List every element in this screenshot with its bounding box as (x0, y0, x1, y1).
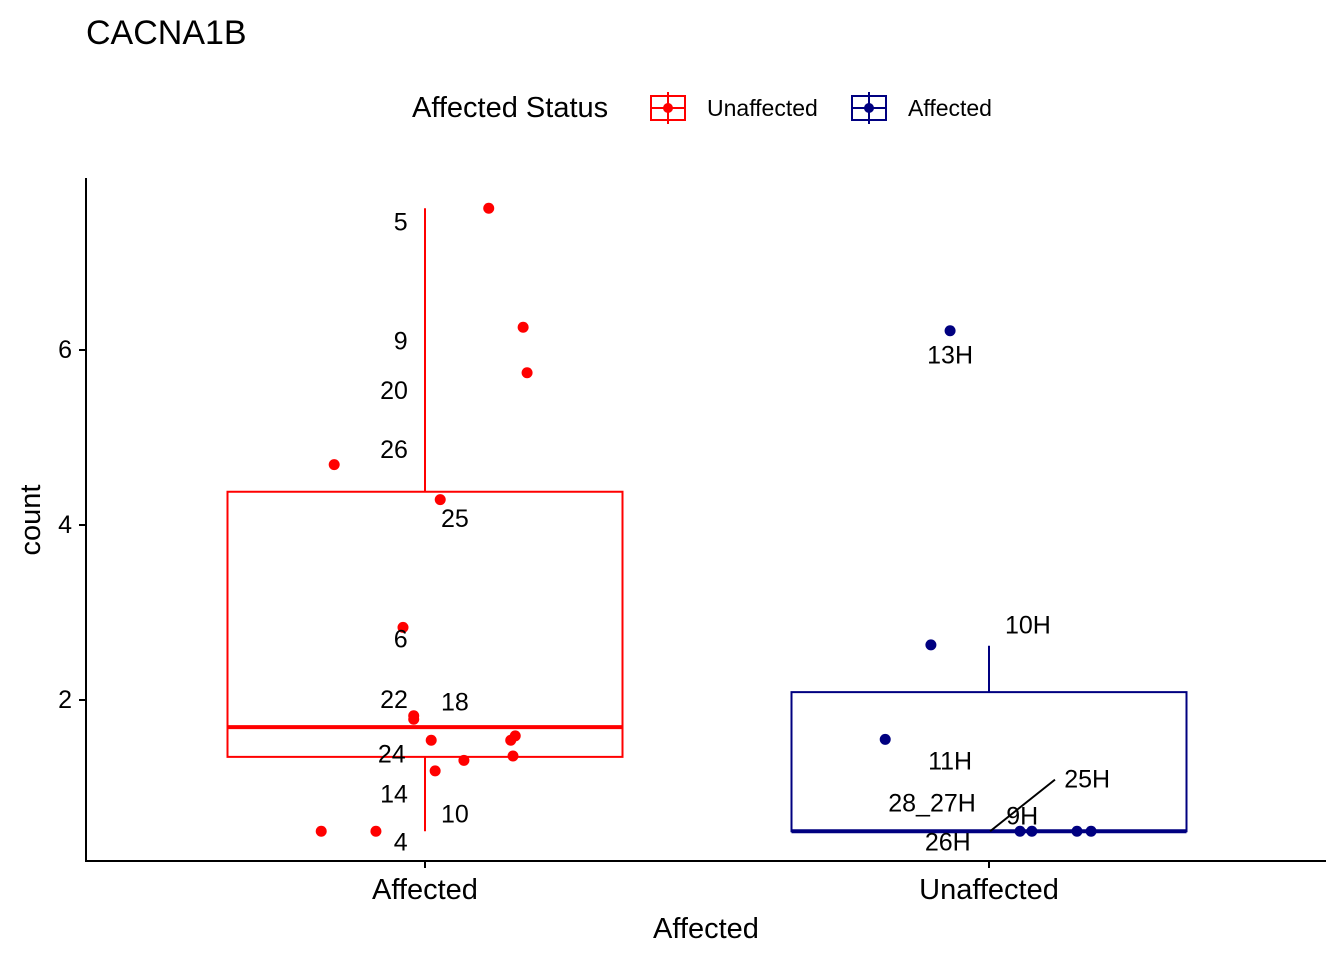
point-label: 11H (928, 747, 972, 775)
data-point (458, 754, 470, 766)
label-leader-line (989, 778, 1056, 833)
point-label: 28_27H (888, 789, 976, 817)
legend: Affected Status Unaffected Affected (412, 92, 992, 124)
data-point (1085, 825, 1097, 837)
point-label: 20 (380, 377, 408, 405)
box-body (790, 691, 1188, 833)
x-tick-label: Unaffected (919, 874, 1059, 906)
data-point (397, 621, 409, 633)
y-tick-label: 2 (58, 686, 72, 714)
box-body (226, 490, 624, 758)
box-affected (226, 208, 624, 832)
data-point (315, 825, 327, 837)
x-axis-label: Affected (653, 913, 759, 945)
legend-label-affected: Affected (908, 95, 992, 121)
point-label: 10H (1005, 612, 1051, 640)
plot-area: 5 9 20 26 25 6 22 18 24 14 10 4 13H 10H 11H 28_27H 9H 25H… (226, 202, 1188, 857)
x-tick-label: Affected (372, 874, 478, 906)
legend-key-affected (851, 92, 887, 124)
point-label: 24 (378, 740, 406, 768)
data-point (517, 321, 529, 333)
data-point (328, 459, 340, 471)
point-label: 6 (394, 626, 408, 654)
box-unaffected (790, 645, 1188, 834)
data-point (944, 325, 956, 337)
point-label: 26 (380, 436, 408, 464)
legend-key-unaffected (650, 92, 686, 124)
x-ticks: Affected Unaffected (372, 861, 1059, 906)
data-point (505, 734, 517, 746)
data-point (879, 733, 891, 745)
data-point (521, 367, 533, 379)
legend-title: Affected Status (412, 92, 608, 124)
y-tick-label: 6 (58, 336, 72, 364)
point-label: 22 (380, 686, 408, 714)
data-point (507, 750, 519, 762)
data-point (434, 494, 446, 506)
legend-label-unaffected: Unaffected (707, 95, 818, 121)
point-label: 9H (1006, 802, 1038, 830)
point-label: 14 (380, 781, 408, 809)
chart-title: CACNA1B (86, 14, 247, 52)
y-ticks: 2 4 6 (58, 336, 86, 714)
point-label: 10 (441, 801, 469, 829)
point-label: 25 (441, 505, 469, 533)
point-label: 13H (927, 341, 973, 369)
point-label: 18 (441, 689, 469, 717)
y-tick-label: 4 (58, 511, 72, 539)
point-label: 9 (394, 327, 408, 355)
data-point (1071, 825, 1083, 837)
data-point (429, 765, 441, 777)
y-axis-label: count (15, 485, 47, 556)
data-point (408, 713, 420, 725)
point-label: 4 (394, 829, 408, 857)
point-label: 26H (925, 829, 971, 857)
data-point (1014, 825, 1026, 837)
data-point (425, 734, 437, 746)
point-label: 5 (394, 208, 408, 236)
data-point (925, 639, 937, 651)
point-label: 25H (1064, 766, 1110, 794)
data-point (1026, 825, 1038, 837)
data-point (483, 202, 495, 214)
data-point (370, 825, 382, 837)
